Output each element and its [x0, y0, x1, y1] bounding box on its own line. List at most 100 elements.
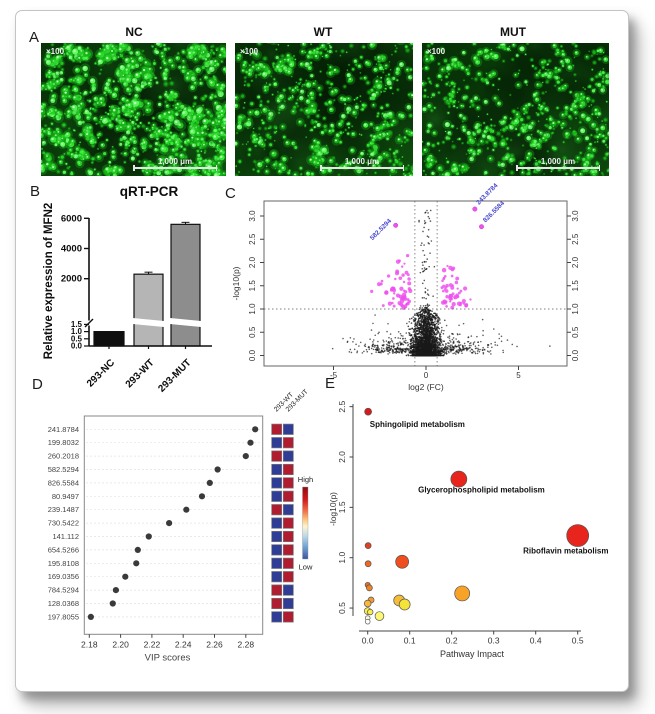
vip-dot	[112, 587, 120, 594]
volcano-point-label: 582.5294	[369, 218, 393, 242]
scalebar: 1,000 μm	[516, 157, 600, 171]
panel-a-title-nc: NC	[125, 25, 143, 39]
pathway-bubble	[454, 585, 471, 602]
heatmap-cell-high	[282, 571, 294, 583]
vip-xtick-label: 2.24	[175, 639, 192, 649]
vip-row-label: 197.8055	[48, 612, 79, 621]
vip-row-label: 239.1487	[48, 505, 79, 514]
panel-a-title-mut: MUT	[500, 25, 526, 39]
vip-row-label: 582.5294	[48, 465, 79, 474]
vip-row-label: 241.8784	[48, 425, 79, 434]
pathway-bubble	[364, 407, 372, 416]
heatmap-cell-low	[271, 490, 283, 502]
pathway-label: Sphingolipid metabolism	[370, 420, 465, 429]
scalebar: 1,000 μm	[320, 157, 404, 171]
vip-dot	[87, 613, 94, 621]
b-ytick-label: 4000	[61, 244, 82, 255]
heatmap-cell-low	[271, 611, 283, 623]
c-ytick-label: 3.0	[248, 210, 257, 222]
scalebar-label: 1,000 μm	[540, 157, 576, 166]
c-ytick-label-right: 1.0	[571, 303, 580, 315]
vip-dot	[242, 453, 249, 460]
heatmap-cell-low	[282, 597, 294, 610]
heatmap-legend-gradient	[302, 486, 309, 560]
vip-dot	[252, 426, 259, 433]
vip-row-label: 128.0368	[48, 599, 79, 608]
microscopy-canvas-nc	[41, 43, 226, 176]
c-ytick-label-right: 0.0	[571, 349, 580, 361]
c-ytick-label: 2.5	[248, 233, 257, 245]
scalebar-label: 1,000 μm	[157, 157, 193, 166]
volcano-box	[263, 200, 568, 367]
vip-row-label: 784.5294	[48, 586, 79, 595]
pathway-bubble	[395, 554, 409, 569]
vip-box	[83, 415, 264, 635]
volcano-pointcloud-canvas	[264, 201, 567, 366]
heatmap-cell-low	[271, 437, 283, 449]
heatmap-cell-high	[271, 584, 283, 596]
heatmap-cell-low	[271, 530, 283, 543]
volcano-labeled-point	[393, 222, 399, 228]
pathway-bubble	[363, 599, 372, 608]
e-ytick-label: 1.0	[337, 552, 347, 564]
b-xtick-label: 293-MUT	[156, 357, 193, 394]
heatmap-cell-high	[271, 597, 283, 610]
c-xtick-label: -5	[330, 371, 338, 380]
vip-row-label: 80.9497	[52, 492, 79, 501]
vip-xtick-label: 2.20	[112, 639, 129, 649]
c-xaxis-title: log2 (FC)	[408, 382, 444, 392]
bar-293-WT	[133, 273, 164, 347]
heatmap-cell-low	[271, 477, 283, 489]
e-xtick-label: 0.1	[404, 636, 416, 646]
panel-e-label: E	[325, 375, 336, 392]
b-ytick-label: 0.5	[71, 334, 83, 343]
vip-xaxis-title: VIP scores	[145, 652, 191, 663]
e-xtick-label: 0.2	[446, 636, 458, 646]
heatmap-cell-high	[282, 611, 294, 623]
pathway-bubble	[367, 608, 374, 616]
heatmap-cell-high	[271, 423, 283, 435]
e-xtick-label: 0.4	[530, 636, 542, 646]
bar-break-gap	[133, 318, 164, 327]
vip-dot	[145, 533, 152, 540]
vip-dot	[183, 506, 190, 513]
magnification-label: ×100	[240, 47, 259, 56]
vip-dot	[206, 479, 213, 486]
heatmap-cell-low	[282, 504, 294, 516]
microscopy-canvas-mut	[422, 43, 609, 176]
scalebar-line	[516, 165, 600, 171]
vip-dot	[133, 560, 140, 567]
b-xtick-label: 293-WT	[124, 357, 157, 390]
pathway-bubble	[450, 470, 468, 488]
panel-a-label: A	[29, 29, 40, 46]
e-ytick-label: 0.5	[337, 602, 347, 614]
legend-low-label: Low	[299, 563, 313, 572]
c-xtick-label: 0	[424, 371, 429, 380]
vip-dot	[198, 493, 206, 500]
scalebar-line	[133, 165, 217, 171]
b-axis-break	[84, 318, 94, 328]
vip-xtick-label: 2.26	[206, 639, 223, 649]
vip-dot	[109, 600, 116, 607]
heatmap-cell-low	[271, 557, 283, 569]
vip-row-label: 199.8032	[48, 438, 79, 447]
b-ytick-label: 1.5	[71, 320, 83, 329]
e-xaxis-title: Pathway Impact	[440, 649, 505, 659]
heatmap-cell-high	[282, 544, 294, 556]
c-ytick-label: 0.5	[248, 326, 257, 338]
e-xtick-label: 0.5	[572, 636, 584, 646]
volcano-point-label: 826.5584	[482, 200, 506, 224]
heatmap-cell-low	[282, 450, 294, 462]
qrtpcr-chart	[93, 223, 201, 347]
heatmap-cell-low	[271, 517, 283, 529]
heatmap-cell-high	[282, 530, 294, 543]
e-xtick-label: 0.0	[362, 636, 374, 646]
b-xtick-label: 293-NC	[85, 357, 117, 389]
c-ytick-label-right: 2.5	[571, 233, 580, 245]
heatmap-cell-low	[271, 544, 283, 556]
heatmap-cell-low	[282, 584, 294, 596]
scalebar-label: 1,000 μm	[344, 157, 380, 166]
heatmap-cell-high	[282, 477, 294, 489]
b-ytick-label: 0.0	[71, 342, 83, 351]
